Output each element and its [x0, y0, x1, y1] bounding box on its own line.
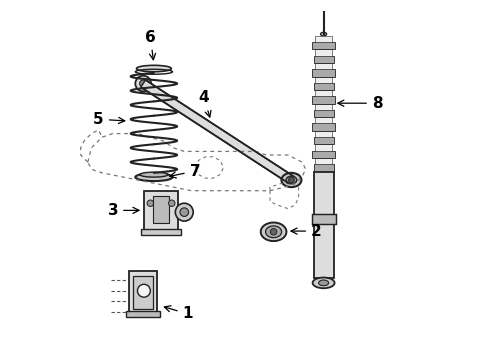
Ellipse shape — [135, 173, 172, 181]
Bar — [129, 271, 157, 314]
Bar — [315, 158, 332, 164]
Bar — [312, 123, 335, 131]
Bar — [315, 49, 332, 55]
Bar — [133, 276, 153, 309]
Ellipse shape — [286, 176, 297, 184]
Circle shape — [135, 76, 151, 91]
Bar — [144, 191, 178, 230]
Bar — [314, 164, 334, 172]
Polygon shape — [141, 80, 294, 184]
Bar — [315, 131, 332, 137]
Ellipse shape — [137, 65, 172, 72]
Text: 6: 6 — [145, 30, 156, 60]
Ellipse shape — [140, 172, 168, 177]
Bar — [314, 137, 334, 144]
Ellipse shape — [281, 173, 301, 187]
Bar — [142, 229, 181, 235]
Ellipse shape — [318, 280, 329, 286]
Circle shape — [140, 80, 147, 87]
Bar — [314, 172, 334, 278]
Bar — [312, 69, 335, 77]
Bar — [315, 117, 332, 123]
Ellipse shape — [313, 278, 335, 288]
Bar — [315, 90, 332, 96]
Text: 2: 2 — [291, 224, 322, 239]
Bar — [315, 104, 332, 110]
Circle shape — [270, 229, 277, 235]
Text: 5: 5 — [93, 112, 125, 127]
Text: 3: 3 — [107, 203, 139, 218]
Text: 7: 7 — [170, 163, 200, 179]
Ellipse shape — [320, 32, 327, 36]
Bar — [315, 144, 332, 150]
Bar — [312, 150, 335, 158]
Bar — [315, 63, 332, 69]
Bar — [126, 311, 160, 317]
Bar — [314, 83, 334, 90]
Bar — [315, 77, 332, 83]
Bar — [153, 196, 169, 223]
Text: 8: 8 — [338, 96, 383, 111]
Circle shape — [289, 177, 294, 183]
Text: 4: 4 — [198, 90, 211, 117]
Circle shape — [180, 208, 189, 216]
Circle shape — [169, 200, 175, 206]
Circle shape — [147, 200, 153, 206]
Bar — [315, 36, 332, 42]
Text: 1: 1 — [164, 306, 193, 321]
Bar — [314, 110, 334, 117]
Bar — [312, 215, 336, 224]
Ellipse shape — [266, 226, 282, 238]
Ellipse shape — [261, 222, 287, 241]
Circle shape — [138, 284, 150, 297]
Bar — [312, 42, 335, 49]
Circle shape — [175, 203, 193, 221]
Bar — [314, 55, 334, 63]
Bar — [312, 96, 335, 104]
